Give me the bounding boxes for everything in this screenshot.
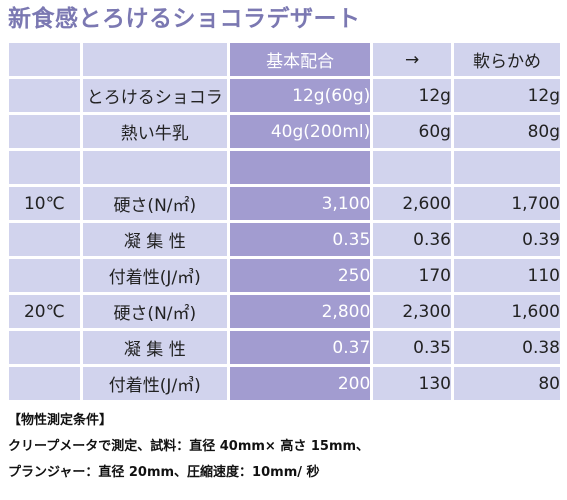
table-row: 10℃ 硬さ(N/㎡) 3,100 2,600 1,700	[9, 187, 560, 220]
table-row: とろけるショコラ 12g(60g) 12g 12g	[9, 79, 560, 112]
mid-value-cell: 130	[373, 367, 451, 400]
base-value-cell	[229, 151, 371, 184]
soft-value-cell: 0.38	[453, 331, 560, 364]
header-cell-base: 基本配合	[229, 43, 371, 76]
table-row: 付着性(J/㎥) 200 130 80	[9, 367, 560, 400]
table-row: 凝 集 性 0.37 0.35 0.38	[9, 331, 560, 364]
mid-value-cell: 60g	[373, 115, 451, 148]
soft-value-cell: 0.39	[453, 223, 560, 256]
base-value-cell: 0.35	[229, 223, 371, 256]
mid-value-cell: 2,300	[373, 295, 451, 328]
label-cell: 熱い牛乳	[82, 115, 227, 148]
group-cell: 20℃	[9, 295, 80, 328]
label-cell: 凝 集 性	[82, 331, 227, 364]
notes-line-2: プランジャー：直径 20mm、圧縮速度：10mm/ 秒	[8, 465, 320, 480]
base-value-cell: 40g(200ml)	[229, 115, 371, 148]
base-value-cell: 250	[229, 259, 371, 292]
table-row: 凝 集 性 0.35 0.36 0.39	[9, 223, 560, 256]
group-cell	[9, 223, 80, 256]
group-cell: 10℃	[9, 187, 80, 220]
mid-value-cell	[373, 151, 451, 184]
label-cell: 硬さ(N/㎡)	[82, 295, 227, 328]
label-cell: 付着性(J/㎥)	[82, 259, 227, 292]
group-cell	[9, 331, 80, 364]
measurement-notes: 【物性測定条件】 クリープメータで測定、試料：直径 40mm× 高さ 15mm、…	[8, 408, 369, 486]
base-value-cell: 0.37	[229, 331, 371, 364]
group-cell	[9, 79, 80, 112]
header-cell-label	[82, 43, 227, 76]
group-cell	[9, 151, 80, 184]
label-cell: 凝 集 性	[82, 223, 227, 256]
group-cell	[9, 259, 80, 292]
label-cell	[82, 151, 227, 184]
mid-value-cell: 0.36	[373, 223, 451, 256]
notes-line-1: クリープメータで測定、試料：直径 40mm× 高さ 15mm、	[8, 439, 370, 454]
page-title: 新食感とろけるショコラデザート	[8, 6, 361, 32]
label-cell: 付着性(J/㎥)	[82, 367, 227, 400]
mid-value-cell: 0.35	[373, 331, 451, 364]
base-value-cell: 3,100	[229, 187, 371, 220]
header-cell-group	[9, 43, 80, 76]
soft-value-cell: 80	[453, 367, 560, 400]
soft-value-cell	[453, 151, 560, 184]
base-value-cell: 200	[229, 367, 371, 400]
soft-value-cell: 1,700	[453, 187, 560, 220]
notes-heading: 【物性測定条件】	[8, 413, 113, 428]
formulation-table: 基本配合 → 軟らかめ とろけるショコラ 12g(60g) 12g 12g 熱い牛乳 40…	[6, 40, 563, 403]
base-value-cell: 12g(60g)	[229, 79, 371, 112]
table-row: 20℃ 硬さ(N/㎡) 2,800 2,300 1,600	[9, 295, 560, 328]
base-value-cell: 2,800	[229, 295, 371, 328]
group-cell	[9, 367, 80, 400]
label-cell: 硬さ(N/㎡)	[82, 187, 227, 220]
soft-value-cell: 110	[453, 259, 560, 292]
header-cell-soft: 軟らかめ	[453, 43, 560, 76]
mid-value-cell: 170	[373, 259, 451, 292]
soft-value-cell: 12g	[453, 79, 560, 112]
soft-value-cell: 1,600	[453, 295, 560, 328]
header-cell-arrow: →	[373, 43, 451, 76]
mid-value-cell: 12g	[373, 79, 451, 112]
table-header-row: 基本配合 → 軟らかめ	[9, 43, 560, 76]
label-cell: とろけるショコラ	[82, 79, 227, 112]
group-cell	[9, 115, 80, 148]
mid-value-cell: 2,600	[373, 187, 451, 220]
soft-value-cell: 80g	[453, 115, 560, 148]
table-row: 付着性(J/㎥) 250 170 110	[9, 259, 560, 292]
table-row: 熱い牛乳 40g(200ml) 60g 80g	[9, 115, 560, 148]
table-row	[9, 151, 560, 184]
